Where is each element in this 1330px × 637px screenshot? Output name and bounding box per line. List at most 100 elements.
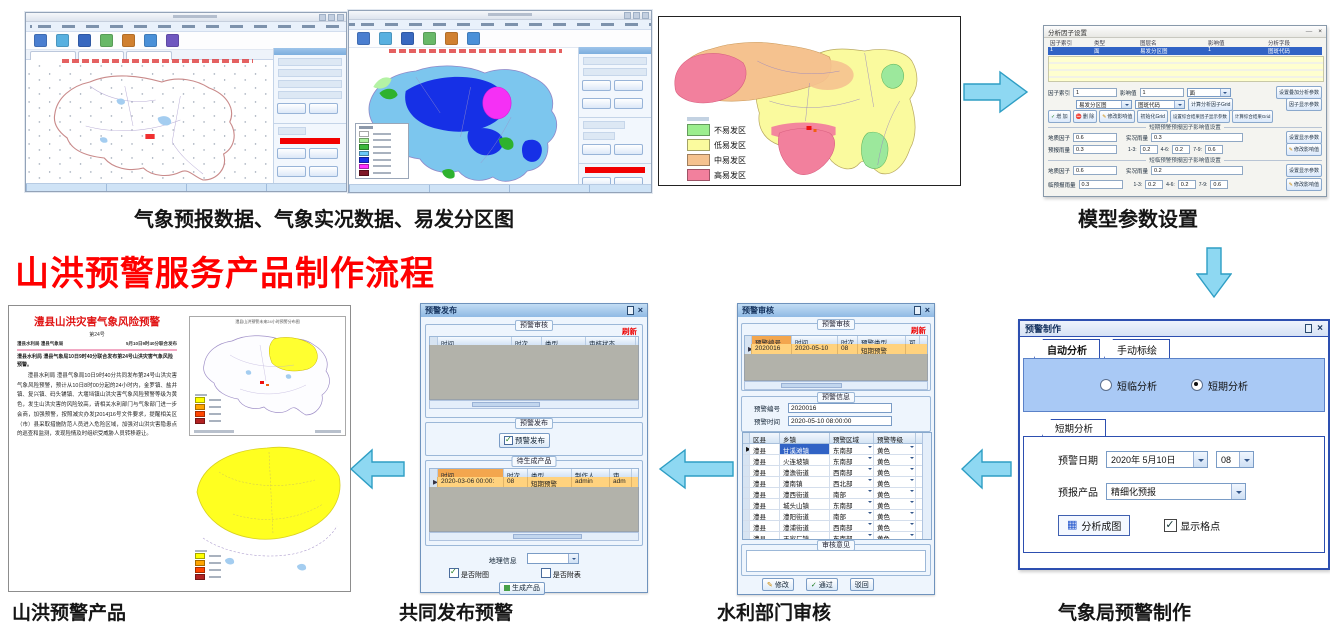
opinion-textarea[interactable] <box>746 550 926 572</box>
geo-factor-field[interactable]: 0.6 <box>1073 133 1118 142</box>
pin-icon[interactable] <box>913 306 921 315</box>
radio-short-term[interactable]: 短期分析 <box>1191 378 1248 393</box>
live-rain-field2[interactable]: 0.2 <box>1151 166 1244 175</box>
small-button[interactable] <box>277 148 306 159</box>
small-button[interactable] <box>582 98 611 109</box>
refresh-link[interactable]: 刷新 <box>622 327 637 336</box>
field-combo[interactable]: 图斑代码 <box>1135 100 1185 109</box>
delete-button[interactable]: ⛔ 删 除 <box>1072 110 1098 123</box>
set-comprehensive-button[interactable]: 设置综合结果因子显示参数 <box>1169 110 1230 123</box>
refresh-link[interactable]: 刷新 <box>911 326 926 335</box>
factor-index-field[interactable]: 1 <box>1073 88 1118 97</box>
close-icon[interactable]: × <box>1317 322 1323 334</box>
small-button[interactable] <box>277 166 306 177</box>
h-scrollbar[interactable] <box>429 532 639 541</box>
close-icon[interactable]: × <box>637 305 643 315</box>
close-icon[interactable]: × <box>1318 28 1322 35</box>
factor-display-button[interactable]: 因子显示参数 <box>1285 98 1322 111</box>
toolbar[interactable] <box>26 32 346 50</box>
small-button[interactable] <box>614 144 643 155</box>
toolbar[interactable] <box>349 30 651 48</box>
factor-table-selected-row[interactable]: 1 面 易发分区图 1 图斑代码 <box>1048 47 1322 55</box>
attach-map-checkbox[interactable]: 是否附图 <box>449 567 489 580</box>
reject-button[interactable]: 驳回 <box>849 578 874 591</box>
small-button[interactable] <box>309 166 338 177</box>
seg3-field[interactable]: 0.6 <box>1204 145 1223 154</box>
seg2-field[interactable]: 0.2 <box>1172 145 1191 154</box>
toolbar-icon[interactable] <box>423 32 436 45</box>
small-button[interactable] <box>309 103 338 114</box>
pin-icon[interactable] <box>1305 324 1313 333</box>
small-button[interactable] <box>614 80 643 91</box>
subtab-short-term[interactable]: 短期分析 <box>1042 419 1107 436</box>
toolbar-icon[interactable] <box>122 34 135 47</box>
warning-time-field[interactable]: 2020-05-10 08:00:00 <box>788 416 892 426</box>
toolbar-icon[interactable] <box>34 34 47 47</box>
toolbar-icon[interactable] <box>467 32 480 45</box>
impact-field[interactable]: 1 <box>1139 88 1184 97</box>
warning-date-combo[interactable]: 2020年 5月10日 <box>1106 451 1208 468</box>
calc-comprehensive-button[interactable]: 计算综合结果Grid <box>1231 110 1274 123</box>
menu-bar[interactable] <box>26 22 346 32</box>
modify-impact-button3[interactable]: ✎ 修改影响值 <box>1285 178 1322 191</box>
small-button[interactable] <box>614 177 643 185</box>
show-grid-checkbox[interactable]: 显示格点 <box>1164 518 1220 533</box>
warning-no-field[interactable]: 2020016 <box>788 403 892 413</box>
toolbar-icon[interactable] <box>357 32 370 45</box>
small-button[interactable] <box>582 177 611 185</box>
radio-nowcast[interactable]: 短临分析 <box>1100 378 1157 393</box>
geo-factor-field2[interactable]: 0.6 <box>1073 166 1118 175</box>
layer-combo[interactable]: 易发分区图 <box>1076 100 1132 109</box>
warning-hour-combo[interactable]: 08 <box>1216 451 1254 468</box>
town-row[interactable]: 澧县 澧阳街道 南部 黄色 <box>743 510 931 521</box>
toolbar-icon[interactable] <box>445 32 458 45</box>
small-button[interactable] <box>582 144 611 155</box>
generate-product-button[interactable]: 生成产品 <box>499 581 545 595</box>
modify-impact-button[interactable]: ✎ 修改影响值 <box>1099 110 1136 123</box>
forecast-rain-field[interactable]: 0.3 <box>1073 145 1118 154</box>
toolbar-icon[interactable] <box>379 32 392 45</box>
toolbar-icon[interactable] <box>100 34 113 47</box>
seg1-field[interactable]: 0.2 <box>1139 145 1158 154</box>
toolbar-icon[interactable] <box>56 34 69 47</box>
town-row[interactable]: 澧县 澧浦街道 西南部 黄色 <box>743 521 931 532</box>
modify-impact-button2[interactable]: ✎ 修改影响值 <box>1285 143 1322 156</box>
small-button[interactable] <box>582 80 611 91</box>
town-row[interactable]: ▶ 澧县 甘溪滩镇 东南部 黄色 <box>743 444 931 455</box>
toolbar-icon[interactable] <box>401 32 414 45</box>
warning-row-selected[interactable]: ▶ 2020016 2020-05-10 08 短期预警 <box>744 344 928 354</box>
attach-table-checkbox[interactable]: 是否附表 <box>540 568 581 580</box>
towns-table-header[interactable]: 区县 乡镇 预警区域 预警等级 <box>743 433 931 444</box>
pass-button[interactable]: ✓ 通过 <box>805 578 838 591</box>
town-row[interactable]: 澧县 澧西街道 南部 黄色 <box>743 488 931 499</box>
toolbar-icon[interactable] <box>144 34 157 47</box>
menu-bar[interactable] <box>349 20 651 30</box>
v-scrollbar[interactable] <box>922 433 931 539</box>
close-icon[interactable]: × <box>924 305 930 315</box>
window-controls[interactable] <box>624 12 649 19</box>
h-scrollbar[interactable] <box>744 381 928 390</box>
town-row[interactable]: 澧县 澧南镇 西北部 黄色 <box>743 477 931 488</box>
forecast-product-combo[interactable]: 精细化预报 <box>1106 483 1246 500</box>
type-combo[interactable]: 面 <box>1186 88 1231 97</box>
small-button[interactable] <box>277 103 306 114</box>
init-grid-button[interactable]: 初始化Grid <box>1137 110 1168 123</box>
small-button[interactable] <box>309 148 338 159</box>
h-scrollbar[interactable] <box>429 400 639 409</box>
minimize-icon[interactable]: — <box>1305 28 1313 35</box>
pin-icon[interactable] <box>626 306 634 315</box>
tab-manual-draw[interactable]: 手动标绘 <box>1104 339 1170 358</box>
modify-button[interactable]: ✎ 修改 <box>762 578 794 591</box>
town-row[interactable]: 澧县 城头山镇 东南部 黄色 <box>743 499 931 510</box>
small-button[interactable] <box>614 98 643 109</box>
analyze-button[interactable]: ▦ 分析成图 <box>1058 515 1131 536</box>
display-params-button2[interactable]: 设置显示参数 <box>1285 164 1322 177</box>
geo-info-combo[interactable] <box>527 553 580 565</box>
live-rain-field[interactable]: 0.3 <box>1151 133 1244 142</box>
publish-button[interactable]: 预警发布 <box>499 433 550 448</box>
add-button[interactable]: ✓ 增 加 <box>1048 110 1071 123</box>
toolbar-icon[interactable] <box>166 34 179 47</box>
town-row[interactable]: 澧县 澧澹街道 西南部 黄色 <box>743 466 931 477</box>
window-controls[interactable] <box>319 14 344 21</box>
product-row-selected[interactable]: ▶ 2020-03-06 00:00: 08 短期预警 admin adm <box>429 477 639 487</box>
